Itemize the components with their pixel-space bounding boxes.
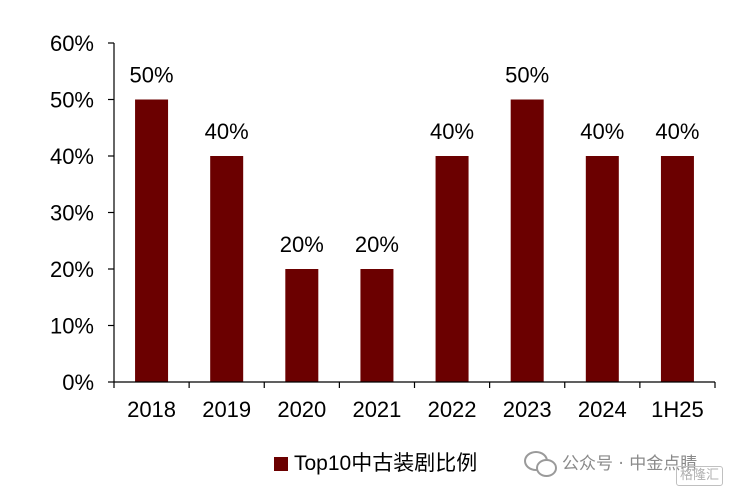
y-tick-label: 50% bbox=[50, 88, 94, 113]
x-tick-label: 2023 bbox=[503, 397, 552, 422]
x-tick-label: 1H25 bbox=[651, 397, 704, 422]
bar bbox=[660, 156, 694, 382]
bars bbox=[135, 99, 694, 382]
y-tick-label: 10% bbox=[50, 314, 94, 339]
y-axis: 0% 10% 20% 30% 40% 50% 60% bbox=[50, 31, 115, 395]
bar bbox=[135, 99, 169, 382]
bar bbox=[435, 156, 469, 382]
data-label: 50% bbox=[130, 63, 174, 88]
data-label: 40% bbox=[205, 119, 249, 144]
data-label: 40% bbox=[430, 119, 474, 144]
data-label: 20% bbox=[355, 232, 399, 257]
legend-label: Top10中古装剧比例 bbox=[294, 452, 478, 475]
bar bbox=[285, 269, 319, 382]
y-tick-label: 20% bbox=[50, 257, 94, 282]
legend: Top10中古装剧比例 bbox=[274, 452, 477, 476]
bar bbox=[585, 156, 619, 382]
bar bbox=[210, 156, 244, 382]
bar bbox=[510, 99, 544, 382]
x-axis: 2018 2019 2020 2021 2022 2023 2024 1H25 bbox=[113, 381, 716, 422]
data-label: 50% bbox=[505, 63, 549, 88]
bar bbox=[360, 269, 394, 382]
x-tick-label: 2024 bbox=[578, 397, 627, 422]
y-tick-label: 0% bbox=[62, 370, 94, 395]
data-label: 20% bbox=[280, 232, 324, 257]
wechat-icon bbox=[524, 451, 557, 477]
watermark-text: 公众号 · 中金点睛 bbox=[562, 454, 698, 474]
data-label: 40% bbox=[580, 119, 624, 144]
x-tick-label: 2018 bbox=[127, 397, 176, 422]
x-tick-label: 2022 bbox=[428, 397, 477, 422]
y-tick-label: 60% bbox=[50, 31, 94, 56]
corner-logo: 格隆汇 bbox=[676, 466, 724, 486]
y-tick-label: 40% bbox=[50, 144, 94, 169]
legend-swatch bbox=[274, 457, 288, 471]
data-labels: 50% 40% 20% 20% 40% 50% 40% 40% bbox=[130, 63, 700, 258]
y-tick-label: 30% bbox=[50, 201, 94, 226]
data-label: 40% bbox=[655, 119, 699, 144]
watermark: 公众号 · 中金点睛 bbox=[524, 451, 697, 477]
x-tick-label: 2019 bbox=[202, 397, 251, 422]
x-tick-label: 2020 bbox=[277, 397, 326, 422]
x-tick-label: 2021 bbox=[352, 397, 401, 422]
